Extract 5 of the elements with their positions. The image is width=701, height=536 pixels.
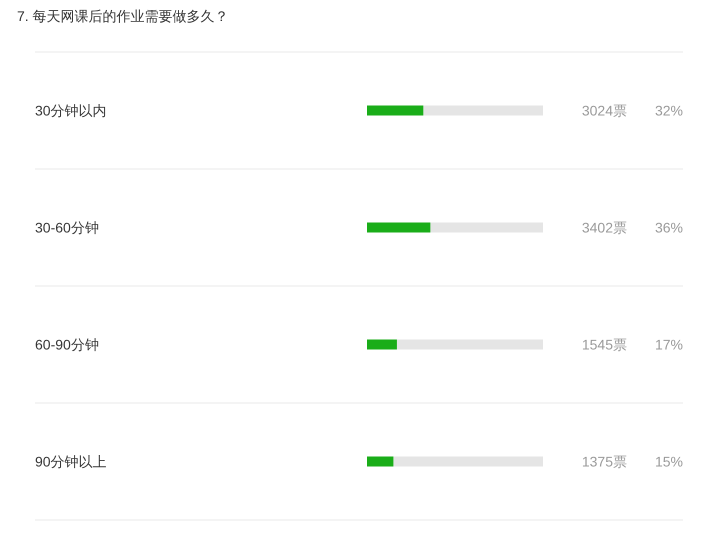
category: 60-90分钟 [35,336,99,352]
category: 30分钟以内 [35,102,107,118]
category: 90分钟以上 [35,454,107,470]
title: 7. 每天网课后的作业需要做多久？ [17,8,229,24]
category: 30-60分钟 [35,220,99,236]
